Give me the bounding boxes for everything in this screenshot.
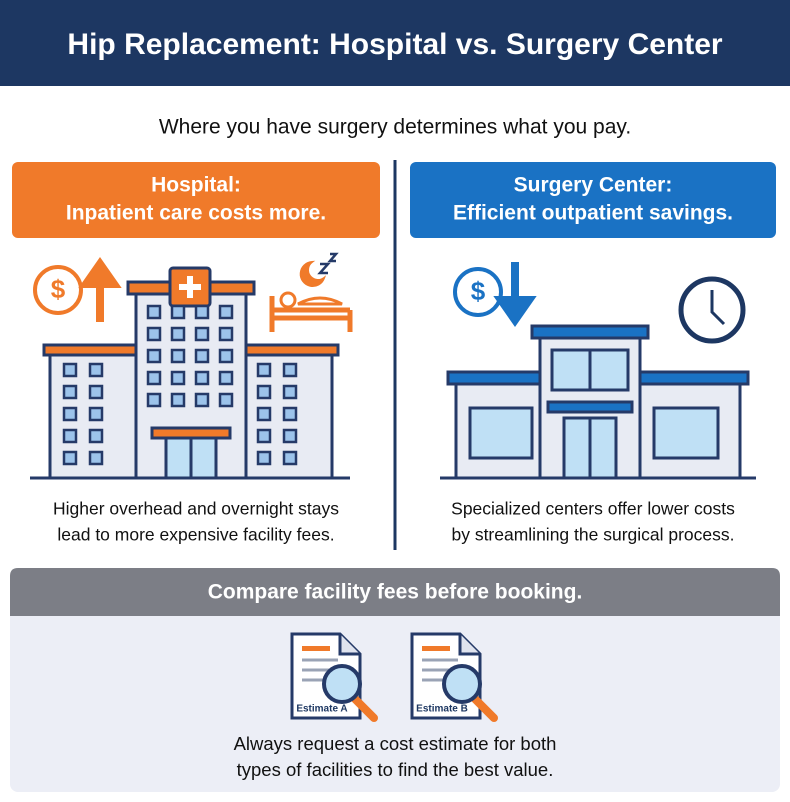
shape-line: [350, 694, 378, 722]
shape-circle: [322, 664, 362, 704]
shape-rect: [236, 343, 340, 357]
shape-rect: [530, 324, 650, 340]
hospital-heading: Inpatient care costs more.: [66, 202, 326, 225]
compare-banner: Compare facility fees before booking.: [208, 581, 583, 604]
shape-rect: [194, 304, 210, 320]
shape-rect: [10, 568, 780, 792]
shape-rect: [88, 384, 104, 400]
shape-rect: [256, 362, 272, 378]
title: Hip Replacement: Hospital vs. Surgery Ce…: [67, 28, 723, 61]
shape-rect: [282, 362, 298, 378]
shape-rect: [62, 406, 78, 422]
shape-rect: [194, 370, 210, 386]
shape-rect: [88, 362, 104, 378]
shape-rect: [218, 348, 234, 364]
shape-rect: [194, 348, 210, 364]
shape-rect: [88, 450, 104, 466]
shape-rect: [62, 362, 78, 378]
shape-rect: [282, 450, 298, 466]
shape-path: [317, 252, 339, 275]
shape-path: [299, 260, 327, 287]
shape-path: [179, 276, 201, 298]
shape-rect: [282, 428, 298, 444]
shape-rect: [256, 428, 272, 444]
shape-path: [10, 568, 780, 616]
shape-g: [62, 304, 298, 466]
shape-rect: [146, 348, 162, 364]
shape-rect: [146, 370, 162, 386]
shape-rect: [62, 384, 78, 400]
subtitle: Where you have surgery determines what y…: [159, 116, 631, 139]
shape-rect: [146, 304, 162, 320]
shape-rect: [282, 384, 298, 400]
hospital-heading: Hospital:: [151, 174, 241, 197]
document-label: Estimate A: [296, 704, 347, 715]
shape-rect: [170, 370, 186, 386]
shape-circle: [279, 291, 297, 309]
shape-rect: [88, 406, 104, 422]
surgery-center-illustration: $: [440, 262, 756, 480]
shape-path: [269, 296, 353, 332]
currency-icon: $: [51, 274, 66, 304]
estimate-documents: Estimate A Estimate B: [290, 632, 498, 722]
shape-path: [710, 290, 726, 326]
shape-rect: [170, 326, 186, 342]
shape-rect: [218, 370, 234, 386]
shape-rect: [170, 392, 186, 408]
shape-rect: [170, 348, 186, 364]
shape-rect: [146, 392, 162, 408]
surgery-center-heading: Surgery Center:: [514, 174, 673, 197]
hospital-panel: Hospital: Inpatient care costs more. $: [12, 162, 380, 545]
compare-note: Always request a cost estimate for both: [234, 733, 557, 754]
currency-icon: $: [471, 276, 486, 306]
compare-note: types of facilities to find the best val…: [237, 759, 554, 780]
header: Hip Replacement: Hospital vs. Surgery Ce…: [0, 0, 790, 139]
shape-rect: [422, 646, 450, 651]
shape-path: [78, 257, 122, 322]
hospital-description: Higher overhead and overnight stays: [53, 499, 339, 519]
shape-circle: [442, 664, 482, 704]
shape-path: [297, 296, 343, 306]
shape-rect: [170, 304, 186, 320]
shape-rect: [652, 406, 720, 460]
shape-path: [458, 634, 480, 656]
shape-rect: [146, 326, 162, 342]
surgery-center-heading: Efficient outpatient savings.: [453, 202, 733, 225]
hospital-illustration: $: [30, 252, 353, 480]
shape-rect: [468, 406, 534, 460]
surgery-center-description: by streamlining the surgical process.: [451, 525, 734, 545]
shape-line: [470, 694, 498, 722]
shape-rect: [302, 646, 330, 651]
shape-rect: [256, 450, 272, 466]
document-label: Estimate B: [416, 704, 468, 715]
shape-rect: [0, 0, 790, 86]
shape-rect: [62, 450, 78, 466]
shape-rect: [218, 304, 234, 320]
shape-rect: [256, 406, 272, 422]
surgery-center-description: Specialized centers offer lower costs: [451, 499, 735, 519]
compare-section: Compare facility fees before booking. Es…: [10, 568, 780, 792]
shape-rect: [218, 392, 234, 408]
shape-rect: [194, 392, 210, 408]
shape-path: [338, 634, 360, 656]
shape-rect: [88, 428, 104, 444]
shape-rect: [62, 428, 78, 444]
shape-rect: [546, 400, 634, 414]
shape-rect: [12, 162, 380, 238]
shape-rect: [410, 162, 776, 238]
shape-rect: [194, 326, 210, 342]
shape-rect: [256, 384, 272, 400]
surgery-center-panel: Surgery Center: Efficient outpatient sav…: [410, 162, 776, 545]
shape-rect: [42, 343, 146, 357]
shape-path: [493, 262, 537, 327]
shape-rect: [218, 326, 234, 342]
shape-circle: [33, 265, 83, 315]
hospital-description: lead to more expensive facility fees.: [57, 525, 334, 545]
shape-circle: [453, 267, 503, 317]
shape-rect: [282, 406, 298, 422]
